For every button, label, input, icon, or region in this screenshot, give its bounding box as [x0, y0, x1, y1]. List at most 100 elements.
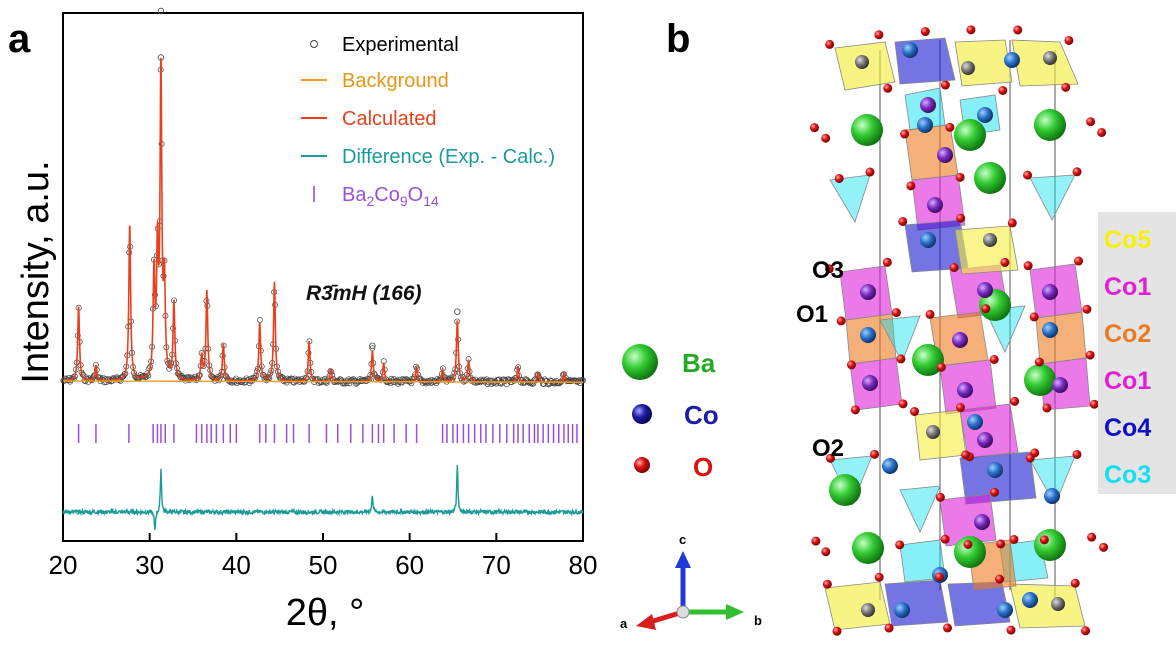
o-atom: [1089, 399, 1099, 409]
o-atom: [898, 399, 908, 409]
legend-phase: Ba2Co9O14: [342, 184, 439, 209]
co-atom: [974, 514, 990, 530]
o-atom: [896, 354, 906, 364]
o-atom: [955, 403, 965, 413]
species-legend: Ba Co O: [622, 344, 719, 482]
x-tick-label: 60: [395, 550, 424, 580]
co-atom: [920, 232, 936, 248]
ba-atom: [974, 162, 1006, 194]
y-axis-label: Intensity, a.u.: [15, 160, 57, 383]
o-atom: [996, 539, 1006, 549]
experimental-point: [454, 308, 461, 315]
species-ba-label: Ba: [682, 348, 716, 378]
o-atom: [834, 173, 844, 183]
o-atom: [1087, 532, 1097, 542]
experimental-point: [251, 374, 258, 381]
o-atom: [1072, 167, 1082, 177]
o-atom: [1013, 25, 1023, 35]
o-atom: [934, 572, 944, 582]
o-atom: [963, 539, 973, 549]
o-atom: [883, 83, 893, 93]
co-atom: [1004, 52, 1020, 68]
x-tick-label: 70: [482, 550, 511, 580]
o-atom: [1061, 82, 1071, 92]
top-co5-layer: [834, 37, 1079, 136]
co-sphere-icon: [632, 404, 652, 424]
a-arrowhead-icon: [636, 614, 656, 630]
co-site-key: Co5 Co1 Co2 Co1 Co4 Co3: [1098, 212, 1176, 494]
o-atom: [925, 309, 935, 319]
experimental-point: [506, 377, 513, 384]
co-atom: [987, 462, 1003, 478]
o-atom: [1072, 449, 1082, 459]
experimental-point: [340, 379, 347, 386]
co-atom: [967, 414, 983, 430]
o-atom: [1034, 357, 1044, 367]
experimental-point: [210, 374, 217, 381]
x-tick-label: 50: [309, 550, 338, 580]
o-atom: [995, 574, 1005, 584]
ba-atom: [1034, 529, 1066, 561]
ba-atom: [1034, 109, 1066, 141]
co-atom: [894, 602, 910, 618]
co-atom: [983, 233, 997, 247]
plot-frame: [62, 12, 584, 542]
co-atom: [1052, 377, 1068, 393]
experimental-point: [394, 377, 401, 384]
o-atom: [1064, 35, 1074, 45]
experimental-point: [256, 316, 263, 323]
calculated-curve: [62, 57, 584, 383]
o-atom: [891, 308, 901, 318]
panel-b-label: b: [666, 17, 690, 61]
x-tick-label: 40: [222, 550, 251, 580]
co-key-co5: Co5: [1104, 226, 1151, 254]
co-atom: [920, 97, 936, 113]
ba-sphere-icon: [622, 344, 658, 380]
co-atom: [860, 327, 876, 343]
co-key-co3: Co3: [1104, 461, 1151, 489]
c-arrowhead-icon: [675, 551, 691, 568]
o-atom: [825, 39, 835, 49]
co-key-co1-b: Co1: [1104, 367, 1151, 395]
o-atom: [824, 264, 834, 274]
o-atom: [870, 449, 880, 459]
bragg-reflection-marks: [77, 424, 578, 443]
site-o1-label: O1: [796, 301, 828, 328]
o-atom: [1029, 312, 1039, 322]
co-atom: [1051, 597, 1065, 611]
co-atom: [927, 197, 943, 213]
site-o3-label: O3: [812, 257, 844, 284]
o-atom: [1097, 127, 1107, 137]
o-atom: [1009, 534, 1019, 544]
co-atom: [997, 602, 1013, 618]
experimental-points: [60, 7, 586, 388]
o-atom: [1081, 626, 1091, 636]
o-atom: [945, 122, 955, 132]
ba-atom: [851, 114, 883, 146]
legend-calculated: Calculated: [342, 108, 437, 130]
o-atom: [1086, 117, 1096, 127]
ba-atom: [852, 532, 884, 564]
co-atom: [855, 55, 869, 69]
experimental-point: [546, 380, 553, 387]
o-atom: [825, 453, 835, 463]
experimental-point: [493, 380, 500, 387]
legend-background: Background: [342, 70, 449, 92]
o-atom: [1000, 257, 1010, 267]
co-atom: [1044, 488, 1060, 504]
o-atom: [836, 316, 846, 326]
chart-legend: Experimental Background Calculated Diffe…: [301, 34, 555, 209]
co-atom: [1042, 284, 1058, 300]
experimental-point: [419, 379, 426, 386]
co-key-co2: Co2: [1104, 320, 1151, 348]
o-atom: [1082, 304, 1092, 314]
co-atom: [1022, 592, 1038, 608]
o-atom: [998, 85, 1008, 95]
co-atom: [882, 458, 898, 474]
o-atom: [832, 626, 842, 636]
co-atom: [977, 432, 993, 448]
experimental-point: [265, 374, 272, 381]
o-atom: [1074, 256, 1084, 266]
background-curve: [63, 380, 583, 383]
b-axis-label: b: [754, 613, 762, 628]
